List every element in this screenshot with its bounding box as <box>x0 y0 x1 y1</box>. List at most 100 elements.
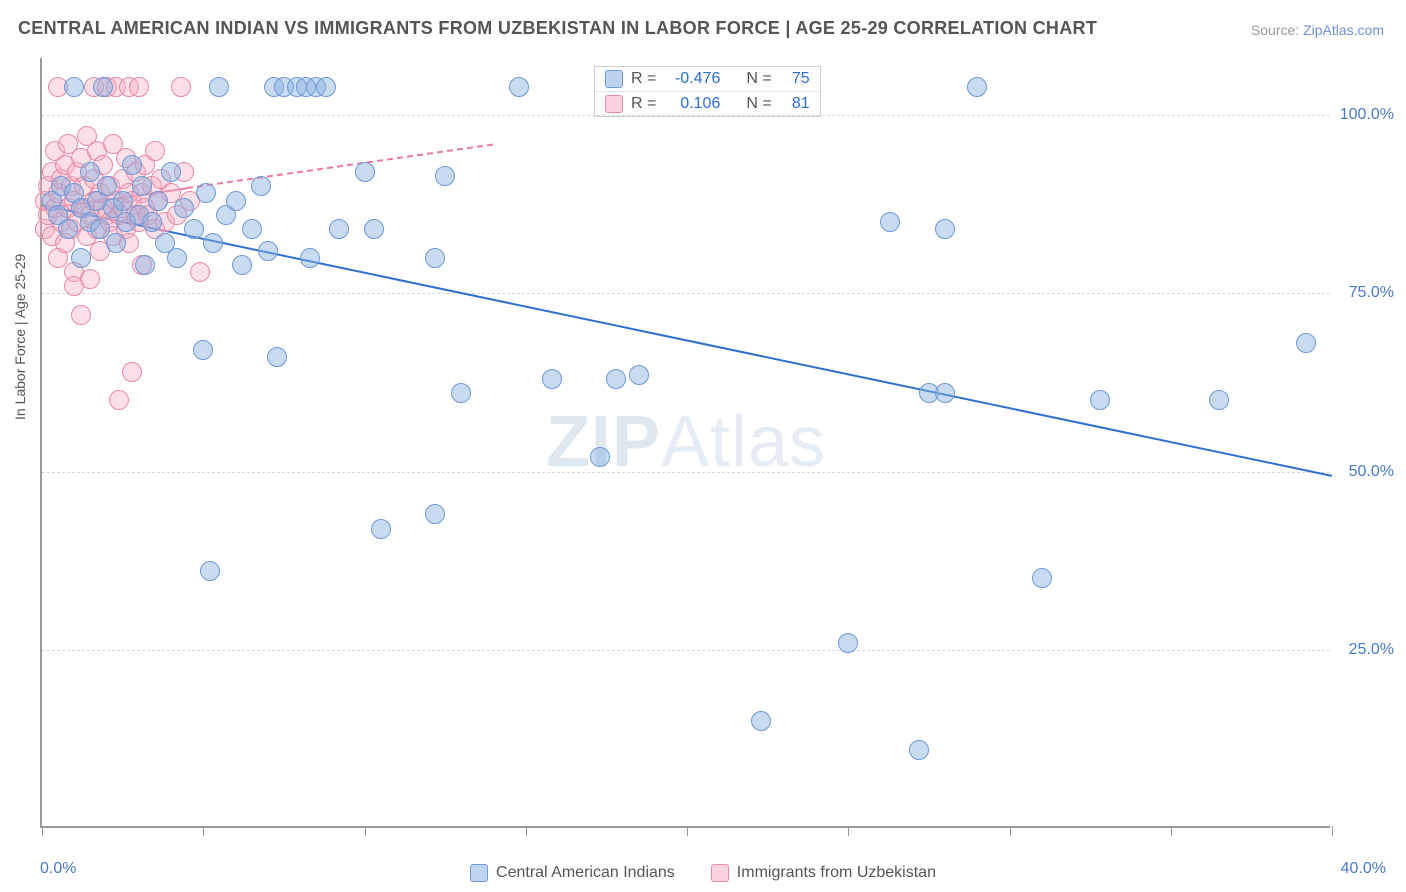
data-point-blue <box>300 248 320 268</box>
source-link[interactable]: ZipAtlas.com <box>1303 22 1384 38</box>
x-tick <box>1171 826 1172 836</box>
data-point-blue <box>209 77 229 97</box>
data-point-pink <box>171 77 191 97</box>
source-prefix: Source: <box>1251 22 1303 38</box>
stat-r-value: -0.476 <box>664 70 720 88</box>
stat-row-pink: R = 0.106 N = 81 <box>595 91 820 116</box>
trend-line <box>42 204 1332 477</box>
data-point-blue <box>232 255 252 275</box>
data-point-blue <box>1090 390 1110 410</box>
data-point-pink <box>109 390 129 410</box>
gridline-h <box>42 115 1330 116</box>
data-point-blue <box>967 77 987 97</box>
y-tick-label: 50.0% <box>1349 463 1394 481</box>
data-point-blue <box>371 519 391 539</box>
data-point-blue <box>1209 390 1229 410</box>
data-point-blue <box>880 212 900 232</box>
data-point-blue <box>935 219 955 239</box>
data-point-blue <box>64 77 84 97</box>
legend-label: Central American Indians <box>496 864 675 882</box>
legend-label: Immigrants from Uzbekistan <box>737 864 936 882</box>
data-point-blue <box>1296 333 1316 353</box>
stat-n-label: N = <box>746 95 771 113</box>
data-point-blue <box>364 219 384 239</box>
data-point-blue <box>71 248 91 268</box>
stat-row-blue: R = -0.476 N = 75 <box>595 67 820 91</box>
data-point-blue <box>174 198 194 218</box>
gridline-h <box>42 472 1330 473</box>
data-point-blue <box>425 248 445 268</box>
legend-swatch-pink <box>711 864 729 882</box>
stat-r-label: R = <box>631 70 656 88</box>
data-point-blue <box>329 219 349 239</box>
data-point-blue <box>267 347 287 367</box>
data-point-blue <box>425 504 445 524</box>
data-point-pink <box>190 262 210 282</box>
x-tick <box>526 826 527 836</box>
data-point-blue <box>122 155 142 175</box>
correlation-stats-box: R = -0.476 N = 75 R = 0.106 N = 81 <box>594 66 821 117</box>
data-point-blue <box>590 447 610 467</box>
data-point-pink <box>80 269 100 289</box>
data-point-blue <box>58 219 78 239</box>
data-point-blue <box>355 162 375 182</box>
data-point-pink <box>129 77 149 97</box>
source-attribution: Source: ZipAtlas.com <box>1251 22 1384 38</box>
legend-swatch-blue <box>470 864 488 882</box>
stat-n-value: 81 <box>780 95 810 113</box>
data-point-blue <box>97 176 117 196</box>
x-tick <box>687 826 688 836</box>
data-point-blue <box>106 233 126 253</box>
x-tick <box>365 826 366 836</box>
data-point-pink <box>122 362 142 382</box>
data-point-blue <box>316 77 336 97</box>
stat-r-label: R = <box>631 95 656 113</box>
data-point-blue <box>161 162 181 182</box>
data-point-blue <box>542 369 562 389</box>
stat-n-label: N = <box>746 70 771 88</box>
data-point-blue <box>751 711 771 731</box>
data-point-pink <box>71 305 91 325</box>
legend: Central American Indians Immigrants from … <box>0 864 1406 882</box>
watermark-atlas: Atlas <box>661 402 826 482</box>
y-tick-label: 100.0% <box>1340 106 1394 124</box>
data-point-blue <box>242 219 262 239</box>
data-point-pink <box>145 141 165 161</box>
data-point-blue <box>148 191 168 211</box>
x-tick <box>42 826 43 836</box>
x-tick <box>848 826 849 836</box>
data-point-blue <box>509 77 529 97</box>
y-tick-label: 25.0% <box>1349 641 1394 659</box>
data-point-blue <box>258 241 278 261</box>
data-point-blue <box>251 176 271 196</box>
data-point-blue <box>200 561 220 581</box>
data-point-blue <box>80 162 100 182</box>
chart-title: CENTRAL AMERICAN INDIAN VS IMMIGRANTS FR… <box>18 18 1097 39</box>
x-tick <box>1332 826 1333 836</box>
data-point-blue <box>606 369 626 389</box>
data-point-blue <box>93 77 113 97</box>
data-point-blue <box>135 255 155 275</box>
x-tick <box>1010 826 1011 836</box>
data-point-blue <box>184 219 204 239</box>
data-point-blue <box>142 212 162 232</box>
scatter-plot-area: ZIPAtlas R =-0.476N =75R =0.106N =81 25.… <box>40 58 1330 828</box>
data-point-blue <box>132 176 152 196</box>
data-point-blue <box>838 633 858 653</box>
legend-item-pink: Immigrants from Uzbekistan <box>711 864 936 882</box>
y-axis-label: In Labor Force | Age 25-29 <box>12 254 28 420</box>
data-point-blue <box>90 219 110 239</box>
data-point-blue <box>226 191 246 211</box>
stat-r-value: 0.106 <box>664 95 720 113</box>
data-point-blue <box>909 740 929 760</box>
data-point-blue <box>193 340 213 360</box>
data-point-blue <box>1032 568 1052 588</box>
data-point-blue <box>629 365 649 385</box>
swatch-blue <box>605 70 623 88</box>
stat-n-value: 75 <box>780 70 810 88</box>
data-point-blue <box>435 166 455 186</box>
swatch-pink <box>605 95 623 113</box>
data-point-blue <box>167 248 187 268</box>
gridline-h <box>42 650 1330 651</box>
y-tick-label: 75.0% <box>1349 284 1394 302</box>
